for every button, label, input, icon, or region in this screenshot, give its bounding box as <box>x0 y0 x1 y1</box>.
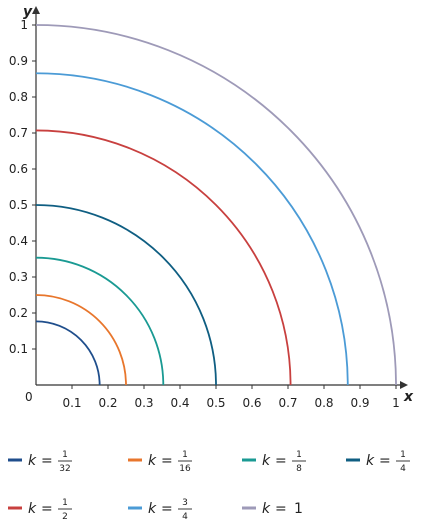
y-tick-label: 0.6 <box>9 162 28 176</box>
legend-denominator: 2 <box>62 512 68 522</box>
legend-k: k <box>148 501 157 517</box>
curve-series-6 <box>35 72 349 386</box>
y-tick-label: 0.2 <box>9 306 28 320</box>
legend-equals: = <box>161 501 173 517</box>
legend-entry-4: k = 1 4 <box>346 450 410 474</box>
x-tick-label: 0.7 <box>278 396 297 410</box>
y-axis-arrow <box>32 6 40 14</box>
x-tick-label: 0.4 <box>170 396 189 410</box>
ticks: 0.1 0.2 0.3 0.4 0.5 0.6 0.7 0.8 0.9 1 0.1 0.2 0.3 0.4… <box>9 18 400 410</box>
y-tick-label: 0.1 <box>9 342 28 356</box>
legend-entry-1: k = 1 32 <box>8 450 72 474</box>
legend-denominator: 4 <box>182 512 188 522</box>
x-tick-label: 0.3 <box>134 396 153 410</box>
axes: x y 0 <box>23 4 414 405</box>
legend-numerator: 1 <box>296 450 302 460</box>
legend-entry-5: k = 1 2 <box>8 498 72 522</box>
curve-series-3 <box>35 256 165 386</box>
y-tick-label: 0.4 <box>9 234 28 248</box>
legend: k = 132 k = 116 k = 18 k = 14k = 12 k = 34 k = 1 <box>8 450 410 522</box>
legend-equals: = <box>41 501 53 517</box>
y-tick-label: 0.5 <box>9 198 28 212</box>
legend-k: k <box>262 453 271 469</box>
legend-equals: = <box>161 453 173 469</box>
x-tick-label: 0.8 <box>314 396 333 410</box>
x-tick-label: 0.9 <box>350 396 369 410</box>
legend-numerator: 1 <box>182 450 188 460</box>
x-tick-label: 0.5 <box>206 396 225 410</box>
legend-entry-7: k = 1 <box>242 501 303 517</box>
x-tick-label: 1 <box>392 396 400 410</box>
y-tick-label: 0.7 <box>9 126 28 140</box>
legend-k: k <box>28 453 37 469</box>
legend-entry-3: k = 1 8 <box>242 450 306 474</box>
legend-numerator: 1 <box>400 450 406 460</box>
y-tick-label: 1 <box>20 18 28 32</box>
curves <box>35 24 397 386</box>
x-tick-label: 0.1 <box>62 396 81 410</box>
x-axis-arrow <box>400 381 408 389</box>
legend-entry-2: k = 1 16 <box>128 450 192 474</box>
x-axis-label: x <box>403 389 414 405</box>
legend-equals: = <box>379 453 391 469</box>
legend-k: k <box>148 453 157 469</box>
y-tick-label: 0.3 <box>9 270 28 284</box>
legend-numerator: 3 <box>182 498 188 508</box>
legend-equals: = <box>275 453 287 469</box>
legend-denominator: 16 <box>179 464 191 474</box>
curve-series-4 <box>35 204 217 386</box>
legend-k: k <box>28 501 37 517</box>
origin-label: 0 <box>25 390 33 404</box>
legend-numerator: 1 <box>62 450 68 460</box>
legend-equals: = <box>41 453 53 469</box>
legend-k: k <box>366 453 375 469</box>
curve-series-5 <box>35 129 292 386</box>
curve-series-1 <box>35 320 101 386</box>
curve-series-7 <box>35 24 397 386</box>
y-tick-label: 0.8 <box>9 90 28 104</box>
legend-equals: = <box>275 501 287 517</box>
x-tick-label: 0.6 <box>242 396 261 410</box>
legend-denominator: 8 <box>296 464 302 474</box>
legend-numerator: 1 <box>62 498 68 508</box>
legend-value: 1 <box>294 501 303 517</box>
legend-denominator: 4 <box>400 464 406 474</box>
legend-k: k <box>262 501 271 517</box>
curve-series-2 <box>35 294 127 386</box>
legend-entry-6: k = 3 4 <box>128 498 192 522</box>
y-axis-label: y <box>23 4 33 20</box>
y-tick-label: 0.9 <box>9 54 28 68</box>
legend-denominator: 32 <box>59 464 70 474</box>
x-tick-label: 0.2 <box>98 396 117 410</box>
